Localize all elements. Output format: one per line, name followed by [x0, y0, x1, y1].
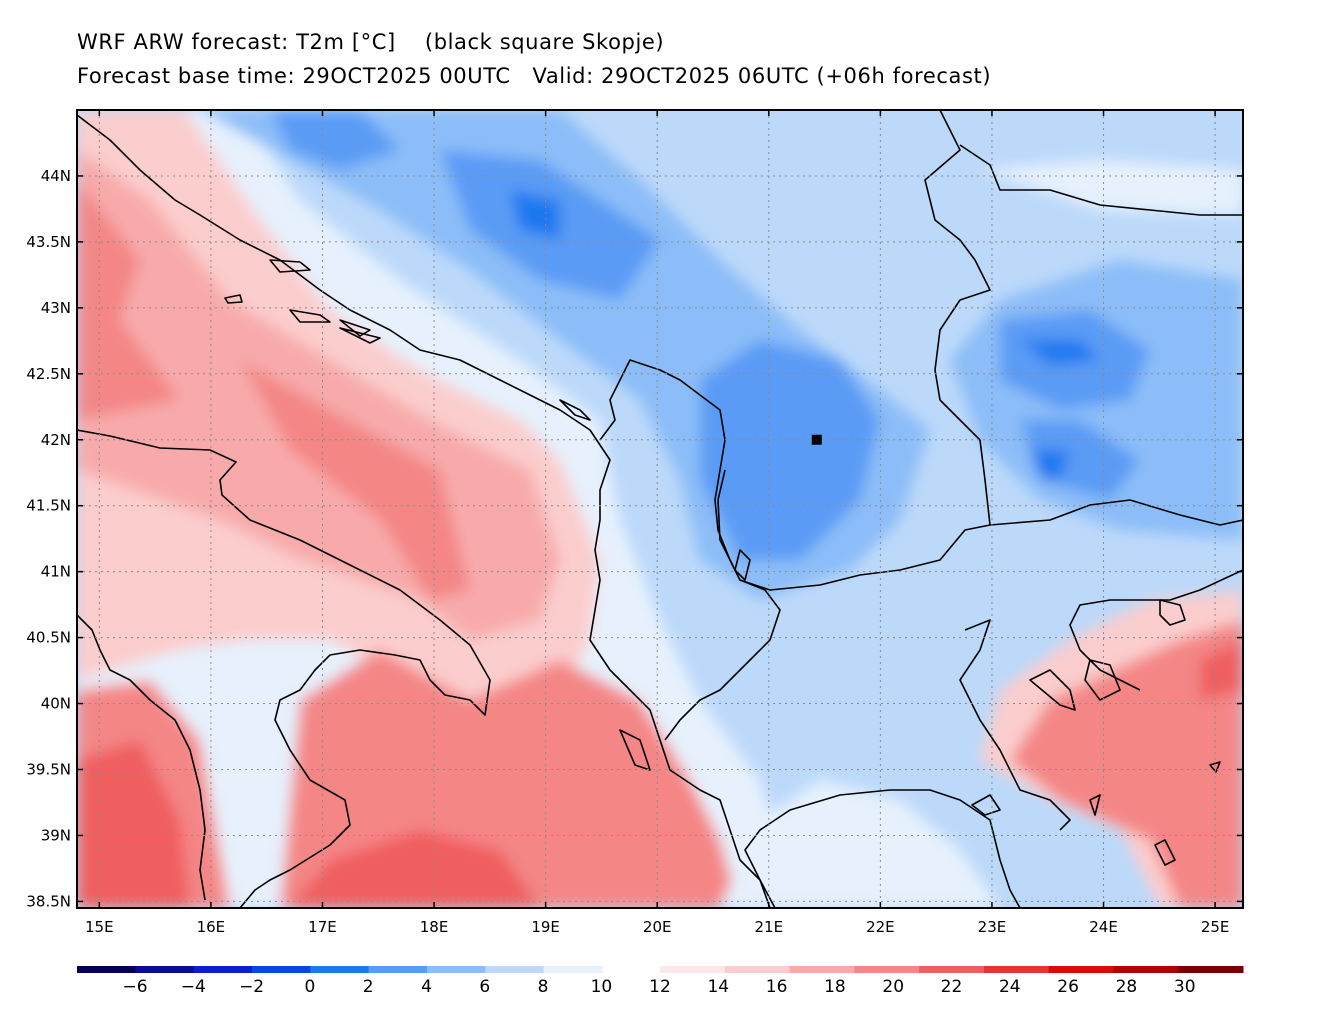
- colorbar-label: 30: [1174, 977, 1196, 997]
- colorbar-label: 28: [1116, 977, 1138, 997]
- colorbar-swatch: [724, 966, 791, 973]
- colorbar-label: 20: [882, 977, 904, 997]
- colorbar-swatch: [789, 966, 855, 973]
- colorbar-label: 12: [649, 977, 671, 997]
- latitude-axis: 38.5N 39N 39.5N 40N 40.5N 41N 41.5N 42N 42.5N 43N…: [26, 167, 1243, 910]
- colorbar-label: 24: [999, 977, 1021, 997]
- colorbar-swatch: [77, 966, 136, 973]
- lat-tick-label: 40N: [41, 695, 71, 713]
- lon-tick-label: 23E: [978, 918, 1007, 936]
- colorbar-label: 10: [591, 977, 613, 997]
- colorbar-swatch: [193, 966, 253, 973]
- lat-tick-label: 43.5N: [26, 233, 71, 251]
- colorbar-label: 14: [707, 977, 729, 997]
- colorbar-label: 4: [421, 977, 432, 997]
- colorbar-label: 16: [766, 977, 788, 997]
- lat-tick-label: 43N: [41, 299, 71, 317]
- colorbar-swatch: [983, 966, 1050, 973]
- colorbar-label: 22: [941, 977, 963, 997]
- colorbar-swatch: [135, 966, 195, 973]
- longitude-axis: 15E 16E 17E 18E 19E 20E 21E 22E 23E 24E 25E: [85, 110, 1229, 936]
- map-title: WRF ARW forecast: T2m [°C] (black square…: [77, 30, 665, 54]
- colorbar-swatch: [1048, 966, 1114, 973]
- lat-tick-label: 39.5N: [26, 761, 71, 779]
- lat-tick-label: 41.5N: [26, 497, 71, 515]
- lon-tick-label: 22E: [866, 918, 895, 936]
- colorbar-label: 6: [479, 977, 490, 997]
- lon-tick-label: 18E: [420, 918, 449, 936]
- colorbar-label: 18: [824, 977, 846, 997]
- colorbar-label: 2: [363, 977, 374, 997]
- lon-tick-label: 20E: [643, 918, 672, 936]
- lat-tick-label: 42N: [41, 431, 71, 449]
- colorbar-swatch: [1113, 966, 1179, 973]
- lon-tick-label: 15E: [85, 918, 114, 936]
- colorbar-swatch: [543, 966, 603, 973]
- colorbar-swatch: [252, 966, 311, 973]
- lon-tick-label: 21E: [755, 918, 784, 936]
- lat-tick-label: 44N: [41, 167, 71, 185]
- colorbar-swatch: [310, 966, 370, 973]
- colorbar-swatch: [368, 966, 428, 973]
- colorbar-swatch: [660, 966, 726, 973]
- colorbar-label: −6: [122, 977, 147, 997]
- lat-tick-label: 38.5N: [26, 892, 71, 910]
- lat-tick-label: 42.5N: [26, 365, 71, 383]
- colorbar-swatch: [427, 966, 486, 973]
- lat-lon-grid: [77, 110, 1243, 908]
- lat-tick-label: 39N: [41, 826, 71, 844]
- lat-tick-label: 40.5N: [26, 629, 71, 647]
- colorbar-label: −4: [181, 977, 206, 997]
- colorbar-label: 26: [1057, 977, 1079, 997]
- colorbar-swatch: [485, 966, 545, 973]
- lat-tick-label: 41N: [41, 563, 71, 581]
- colorbar-label: 8: [538, 977, 549, 997]
- lon-tick-label: 19E: [531, 918, 560, 936]
- coastlines-borders: [77, 110, 1243, 908]
- colorbar-swatch: [854, 966, 920, 973]
- colorbar-label: 0: [304, 977, 315, 997]
- forecast-time-subtitle: Forecast base time: 29OCT2025 00UTC Vali…: [77, 64, 992, 88]
- colorbar-swatch: [919, 966, 985, 973]
- colorbar: −6 −4 −2 0 2 4 6 8 10 12 14 16 18 20 22 24 26 28 30: [77, 966, 1244, 997]
- colorbar-swatch: [1178, 966, 1244, 973]
- lon-tick-label: 24E: [1089, 918, 1118, 936]
- colorbar-label: −2: [239, 977, 264, 997]
- lon-tick-label: 16E: [197, 918, 226, 936]
- temperature-field: [77, 110, 1243, 908]
- skopje-marker-icon: [811, 434, 822, 445]
- plot-frame: [76, 109, 1244, 909]
- lon-tick-label: 25E: [1201, 918, 1230, 936]
- lon-tick-label: 17E: [308, 918, 337, 936]
